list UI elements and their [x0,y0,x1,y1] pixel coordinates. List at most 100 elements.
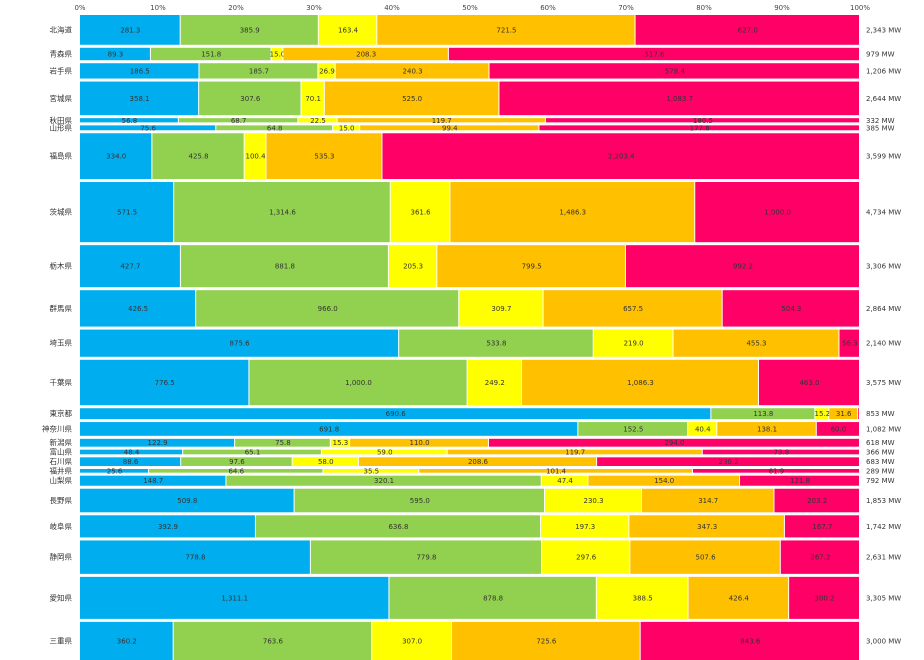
data-label: 60.0 [831,425,847,433]
bar-segment [630,540,780,574]
data-label: 426.5 [128,305,148,313]
x-tick-label: 50% [462,4,478,12]
row-label: 三重県 [50,636,73,645]
data-label: 776.5 [155,379,175,387]
row-label: 東京都 [50,408,73,418]
row-total-label: 289 MW [866,467,895,475]
bar-segment [298,118,337,123]
bar-segment [596,576,688,619]
chart-rows: 北海道 281.3 385.9 163.4 721.5 627.0 2,343 MW 青森県 8… [42,15,901,660]
data-label: 358.1 [130,95,150,103]
bar-segment [152,133,244,180]
bar-segment [80,47,150,61]
data-label: 25.6 [107,467,123,475]
row-total-label: 2,343 MW [866,26,901,34]
row-label: 栃木県 [50,261,73,271]
bar-segment [545,118,859,123]
bar-segment [80,63,199,79]
bar-segment [702,449,859,455]
data-label: 385.9 [240,26,260,34]
data-label: 151.8 [201,50,221,58]
row-total-label: 3,306 MW [866,263,901,271]
data-label: 64.8 [267,124,283,132]
data-label: 64.6 [228,467,244,475]
bar-segment [711,408,815,420]
bar-segment [452,621,640,660]
data-label: 73.8 [774,448,790,456]
x-tick-label: 70% [618,4,634,12]
chart-row: 神奈川県 691.8 152.5 40.4 138.1 60.0 1,082 MW [42,422,901,436]
data-label: 267.2 [810,554,830,562]
bar-segment [688,422,717,436]
data-label: 48.4 [124,448,140,456]
data-label: 595.0 [410,497,430,505]
x-tick-label: 30% [306,4,322,12]
data-label: 535.3 [314,153,334,161]
bar-segment [717,422,816,436]
data-label: 571.5 [117,209,137,217]
chart-row: 群馬県 426.5 966.0 309.7 657.5 504.3 2,864 MW [50,290,901,327]
data-label: 110.0 [409,439,429,447]
bar-segment [382,133,859,180]
bar-segment [80,125,216,131]
data-label: 59.0 [377,448,393,456]
row-label: 長野県 [50,496,73,505]
bar-segment [181,457,292,467]
bar-segment [388,245,437,288]
bar-segment [597,457,859,467]
bar-segment [722,290,859,327]
data-label: 517.6 [644,50,665,58]
row-label: 岩手県 [50,65,73,75]
data-label: 314.7 [698,497,718,505]
row-label: 富山県 [50,446,73,456]
data-label: 463.0 [799,379,819,387]
row-total-label: 366 MW [866,448,895,456]
bar-segment [249,359,467,406]
row-label: 福島県 [50,151,73,161]
bar-segment [541,475,588,486]
row-total-label: 332 MW [866,117,895,125]
data-label: 360.2 [117,637,137,645]
data-label: 307.6 [240,95,261,103]
bar-segment [839,329,859,357]
bar-segment [271,47,283,61]
bar-segment [333,125,360,131]
bar-segment [324,81,499,116]
bar-segment [80,488,294,513]
data-label: 68.7 [231,117,247,125]
data-label: 186.5 [130,67,150,75]
data-label: 56.3 [842,340,858,348]
bar-segment [180,245,388,288]
bar-segment [488,438,859,447]
bar-segment [829,408,858,420]
data-label: 294.0 [664,439,684,447]
bar-segment [150,47,271,61]
row-total-label: 1,082 MW [866,425,901,433]
bar-segment [673,329,839,357]
data-label: 31.6 [836,410,852,418]
row-total-label: 385 MW [866,124,895,132]
bar-segment [292,457,358,467]
chart-row: 栃木県 427.7 881.8 205.3 799.5 992.2 3,306 MW [50,245,901,288]
data-label: 167.7 [812,523,832,531]
bar-segment [199,63,318,79]
bar-segment [437,245,625,288]
bar-segment [541,515,629,538]
bar-segment [545,488,641,513]
data-label: 881.8 [275,263,295,271]
data-label: 56.8 [122,117,138,125]
row-label: 新潟県 [50,437,73,447]
data-label: 75.8 [275,439,291,447]
chart-row: 宮城県 358.1 307.6 70.1 525.0 1,083.7 2,644 MW [50,81,901,116]
data-label: 138.1 [757,425,777,433]
bar-segment [640,621,859,660]
x-axis: 0% 10% 20% 30% 40% 50% 60% 70% 80% 90% 100% [74,4,870,12]
bar-segment [758,359,859,406]
data-label: 307.0 [402,637,422,645]
row-label: 神奈川県 [42,423,72,433]
data-label: 148.7 [143,477,163,485]
bar-segment [323,469,419,473]
data-label: 100.4 [246,153,267,161]
bar-segment [489,63,859,79]
